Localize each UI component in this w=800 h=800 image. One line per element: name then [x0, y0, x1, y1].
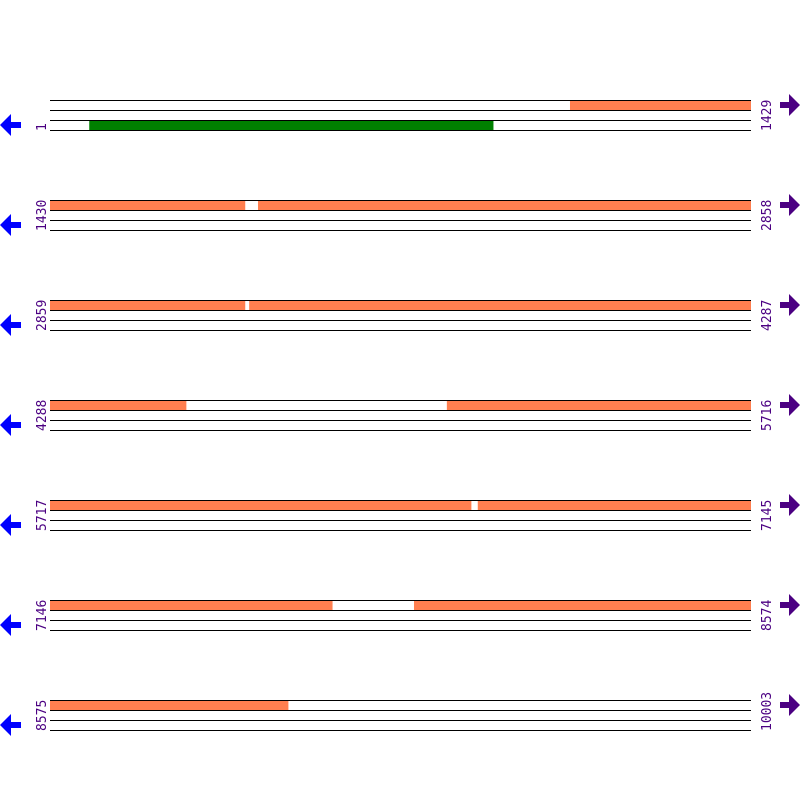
end-position-label: 2858: [760, 200, 775, 231]
sequence-row: 5717 7145: [0, 494, 800, 536]
start-position-label: 5717: [35, 500, 50, 531]
arrow-right-icon[interactable]: [780, 294, 800, 316]
end-position-label: 4287: [760, 300, 775, 331]
orf-bar: [50, 500, 472, 510]
sequence-row: 1 1429: [0, 94, 800, 136]
arrow-left-icon[interactable]: [0, 514, 21, 536]
start-position-label: 8575: [35, 700, 50, 731]
orf-bar: [50, 600, 333, 610]
arrow-left-icon[interactable]: [0, 214, 21, 236]
orf-bar: [50, 300, 246, 310]
arrow-right-icon[interactable]: [780, 694, 800, 716]
arrow-left-icon[interactable]: [0, 714, 21, 736]
orf-bar: [50, 400, 187, 410]
sequence-row: 1430 2858: [0, 194, 800, 236]
orf-bar: [249, 300, 752, 310]
orf-bar: [569, 100, 751, 110]
arrow-right-icon[interactable]: [780, 194, 800, 216]
sequence-row: 7146 8574: [0, 594, 800, 636]
end-position-label: 5716: [760, 400, 775, 431]
orf-bar: [446, 400, 751, 410]
orf-bar: [50, 200, 246, 210]
arrow-right-icon[interactable]: [780, 94, 800, 116]
arrow-left-icon[interactable]: [0, 114, 21, 136]
sequence-row: 4288 5716: [0, 394, 800, 436]
end-position-label: 7145: [760, 500, 775, 531]
arrow-left-icon[interactable]: [0, 314, 21, 336]
sequence-row: 8575 10003: [0, 692, 800, 736]
end-position-label: 10003: [760, 692, 775, 731]
end-position-label: 1429: [760, 100, 775, 131]
end-position-label: 8574: [760, 600, 775, 631]
feature-bar: [89, 120, 494, 130]
orf-bar: [413, 600, 751, 610]
start-position-label: 7146: [35, 600, 50, 631]
orf-bar: [477, 500, 751, 510]
arrow-right-icon[interactable]: [780, 394, 800, 416]
start-position-label: 1430: [35, 200, 50, 231]
orf-bar: [257, 200, 751, 210]
sequence-row: 2859 4287: [0, 294, 800, 336]
arrow-left-icon[interactable]: [0, 614, 21, 636]
start-position-label: 2859: [35, 300, 50, 331]
orf-bar: [50, 700, 289, 710]
arrow-right-icon[interactable]: [780, 594, 800, 616]
arrow-right-icon[interactable]: [780, 494, 800, 516]
arrow-left-icon[interactable]: [0, 414, 21, 436]
start-position-label: 1: [35, 123, 50, 131]
start-position-label: 4288: [35, 400, 50, 431]
